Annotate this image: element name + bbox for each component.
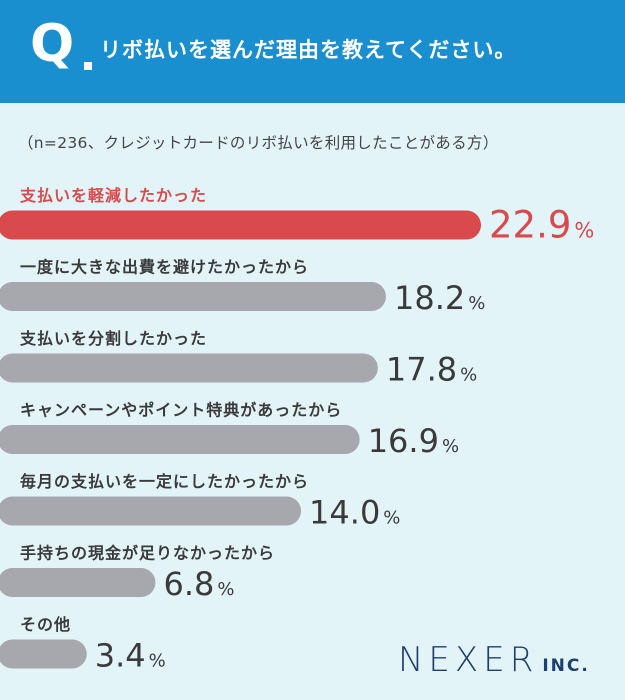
logo-sub: INC. [542,656,590,676]
value-label: 22.9 [489,204,571,247]
percent-unit: % [217,579,234,600]
bar [0,496,302,526]
logo-main: NEXER [398,640,539,680]
value-label: 18.2 [394,279,465,317]
category-label: 毎月の支払いを一定にしたかったから [20,472,309,491]
category-label: 手持ちの現金が足りなかったから [20,544,275,563]
percent-unit: % [383,508,400,529]
category-label: その他 [20,615,71,634]
value-label: 14.0 [309,494,380,532]
header-banner: Q リボ払いを選んだ理由を教えてください。 [0,0,625,103]
percent-unit: % [574,219,594,243]
category-label: 支払いを軽減したかった [19,186,207,205]
value-label: 16.9 [368,422,439,460]
sample-note: （n=236、クレジットカードのリボ払いを利用したことがある方） [18,134,499,152]
category-label: 一度に大きな出費を避けたかったから [20,258,309,277]
value-label: 3.4 [95,637,146,675]
bar [0,639,87,669]
percent-unit: % [468,293,485,314]
bar [0,210,481,240]
percent-unit: % [149,651,166,672]
question-title: リボ払いを選んだ理由を教えてください。 [100,38,517,62]
q-mark: Q [30,14,75,74]
bar [0,353,378,383]
category-label: 支払いを分割したかった [19,329,207,348]
bar [0,282,386,311]
category-label: キャンペーンやポイント特典があったから [20,401,342,420]
percent-unit: % [460,365,477,386]
bar [0,568,156,597]
bar [0,425,360,454]
nexer-logo: NEXER INC. [398,640,590,680]
percent-unit: % [442,436,459,457]
value-label: 6.8 [163,565,214,603]
value-label: 17.8 [386,351,457,389]
q-dot [84,62,92,70]
